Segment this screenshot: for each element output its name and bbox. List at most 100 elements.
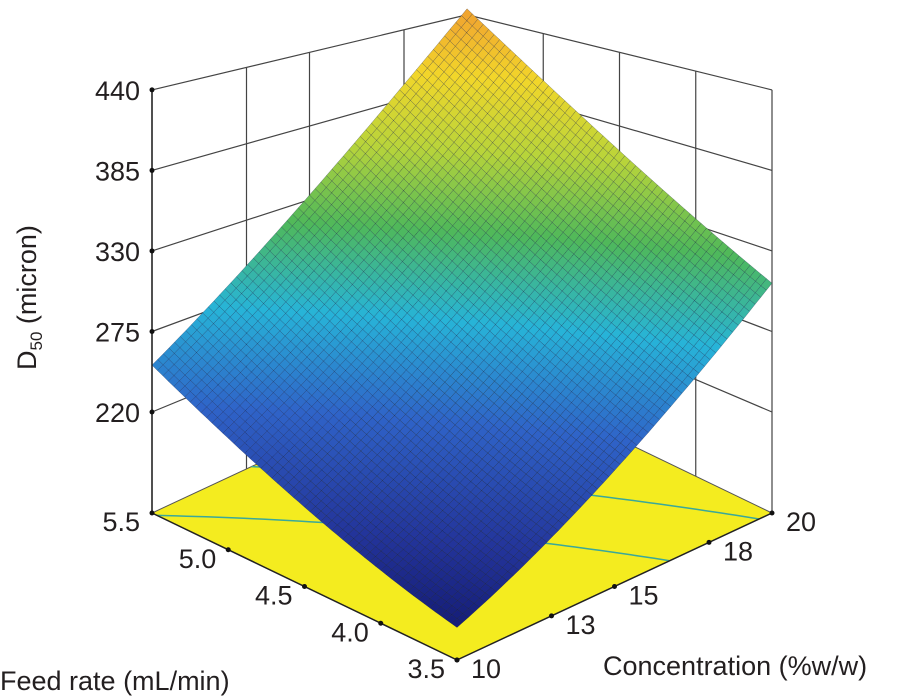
surface-cell [694, 281, 707, 294]
surface-cell [468, 222, 481, 235]
surface-cell [489, 324, 502, 337]
surface-cell [420, 103, 433, 117]
x-axis-title: Concentration (%w/w) [603, 651, 867, 681]
surface-cell [314, 228, 326, 242]
z-tick-label: 275 [95, 317, 140, 347]
surface-cell [219, 288, 231, 301]
surface-cell [385, 262, 398, 275]
surface-cell [279, 301, 292, 314]
surface-cell [523, 261, 536, 274]
surface-cell [472, 320, 485, 334]
surface-cell [508, 126, 521, 140]
surface-cell [483, 330, 496, 343]
y-tick-label: 4.5 [255, 581, 293, 611]
surface-cell [443, 76, 456, 90]
x-tick-mark [706, 539, 712, 545]
x-tick-label: 13 [566, 610, 596, 640]
surface-cell [241, 287, 254, 300]
surface-cell [510, 54, 522, 68]
surface-cell [218, 311, 231, 324]
surface-cell [481, 125, 494, 138]
x-tick-mark [454, 657, 460, 663]
surface-cell [201, 340, 214, 353]
surface-cell [379, 292, 392, 305]
surface-cell [308, 235, 321, 248]
surface-cell [387, 132, 400, 145]
surface-cell [483, 353, 496, 366]
surface-cell [229, 310, 242, 323]
surface-cell [398, 94, 411, 108]
surface-cell [484, 261, 497, 274]
surface-cell [212, 351, 225, 364]
surface-cell [420, 139, 433, 153]
surface-cell [342, 149, 355, 162]
surface-cell [407, 236, 420, 249]
surface-cell [612, 198, 625, 211]
surface-cell [256, 348, 269, 361]
surface-cell [346, 249, 359, 262]
surface-cell [461, 356, 474, 369]
surface-cell [424, 228, 437, 241]
surface-cell [382, 102, 395, 116]
surface-cell [381, 150, 394, 164]
surface-cell [286, 237, 299, 250]
surface-cell [467, 315, 480, 329]
surface-cell [542, 133, 554, 147]
surface-cell [450, 312, 463, 325]
surface-cell [462, 299, 474, 312]
surface-cell [475, 155, 488, 169]
surface-cell [319, 210, 332, 224]
surface-cell [432, 90, 444, 104]
surface-cell [364, 158, 377, 172]
surface-cell [502, 193, 515, 207]
surface-cell [465, 49, 478, 63]
surface-cell [263, 262, 276, 275]
surface-cell [469, 186, 482, 200]
surface-cell [486, 166, 499, 179]
surface-cell [272, 397, 285, 410]
surface-cell [379, 280, 392, 293]
surface-cell [397, 202, 410, 215]
surface-cell [396, 261, 409, 274]
x-tick-mark [549, 613, 554, 619]
surface-cell [453, 111, 466, 124]
surface-cell [345, 330, 358, 343]
y-tick-mark [302, 584, 307, 589]
surface-cell [432, 42, 445, 56]
surface-cell [418, 281, 431, 295]
x-tick-mark [612, 584, 617, 589]
surface-cell [336, 179, 349, 193]
surface-cell [234, 383, 247, 395]
surface-cell [455, 15, 468, 28]
surface-cell [367, 373, 379, 385]
surface-cell [252, 251, 265, 264]
surface-cell [473, 309, 485, 322]
z-tick-label: 440 [95, 76, 140, 106]
z-tick-mark [149, 328, 155, 334]
surface-cell [649, 325, 662, 338]
surface-cell [375, 193, 388, 206]
surface-cell [162, 369, 175, 382]
surface-cell [462, 310, 474, 324]
surface-cell [457, 259, 470, 272]
surface-cell [443, 88, 456, 102]
surface-cell [502, 217, 514, 230]
surface-cell [213, 294, 226, 307]
surface-cell [296, 305, 309, 319]
surface-cell [307, 316, 319, 329]
surface-cell [430, 209, 443, 223]
surface-cell [419, 175, 432, 189]
z-tick-mark [149, 409, 155, 415]
surface-cell [437, 119, 450, 133]
surface-cell [446, 260, 458, 274]
surface-cell [492, 135, 505, 149]
surface-cell [407, 271, 420, 284]
surface-cell [454, 51, 467, 64]
surface-cell [383, 377, 396, 389]
surface-cell [492, 147, 504, 161]
surface-cell [372, 355, 385, 368]
x-tick-label: 18 [723, 536, 753, 566]
surface-cell [257, 314, 270, 327]
surface-cell [501, 264, 514, 277]
surface-cell [285, 295, 298, 308]
